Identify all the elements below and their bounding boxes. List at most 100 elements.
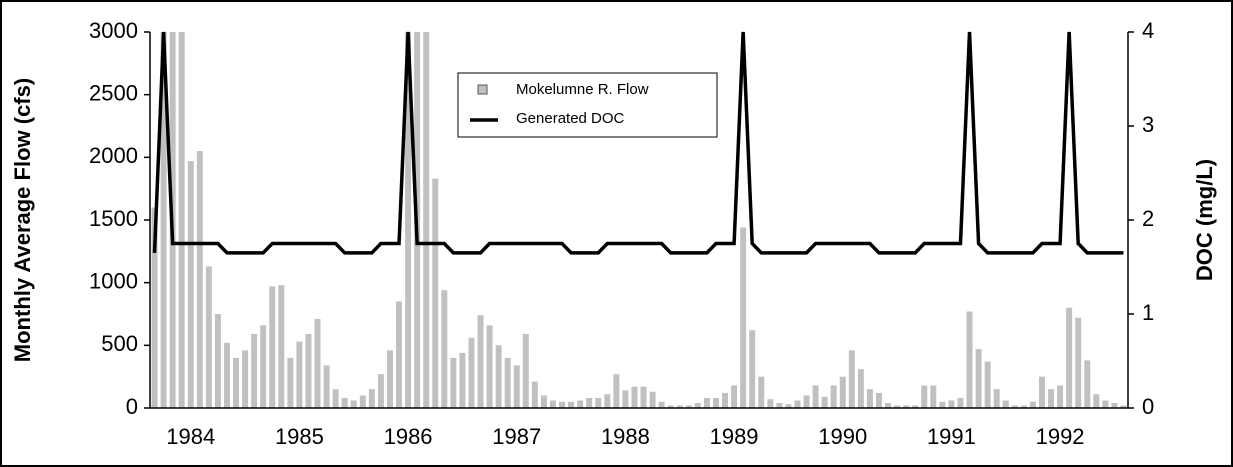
bar [812,385,819,408]
bar [196,151,203,409]
x-tick-label: 1984 [166,424,215,449]
bar [586,397,593,408]
bar [939,401,946,408]
y-tick-label: 2500 [89,80,138,105]
bar [966,311,973,408]
bar [930,385,937,408]
bar [839,376,846,408]
bar [875,392,882,408]
bar [676,405,683,408]
bar [1020,405,1027,408]
bar [604,394,611,408]
y2-tick-label: 1 [1142,300,1154,325]
bar [749,330,756,408]
bar [767,399,774,408]
bar [323,365,330,408]
bar [993,389,1000,408]
bar [278,285,285,408]
bar [332,389,339,408]
bar [522,334,529,408]
bar [1029,401,1036,408]
bar [1057,385,1064,408]
bar [477,315,484,408]
x-tick-label: 1987 [492,424,541,449]
y-tick-label: 0 [126,394,138,419]
x-tick-label: 1990 [818,424,867,449]
x-tick-label: 1989 [710,424,759,449]
y-tick-label: 500 [101,331,138,356]
bar [187,161,194,408]
bar [613,374,620,408]
bar [377,374,384,408]
bar [848,350,855,408]
y-tick-label: 1500 [89,206,138,231]
bar [160,32,167,408]
bar [821,396,828,408]
legend-label: Generated DOC [516,110,625,127]
bar [441,290,448,408]
bar [251,334,258,408]
bar [857,369,864,408]
bar [450,357,457,408]
y-axis-title: Monthly Average Flow (cfs) [10,78,35,362]
bar [703,397,710,408]
y2-tick-label: 2 [1142,206,1154,231]
bar [359,395,366,408]
y-tick-label: 1000 [89,268,138,293]
x-tick-label: 1988 [601,424,650,449]
bar [1048,389,1055,408]
bar [468,337,475,408]
bar [368,389,375,408]
bar [205,266,212,408]
bar [1093,394,1100,408]
bar [495,345,502,408]
bar [975,349,982,408]
bar [740,227,747,408]
bar [921,385,928,408]
x-tick-label: 1991 [927,424,976,449]
bar [577,400,584,408]
bar [894,405,901,408]
bar [803,395,810,408]
bar [568,401,575,408]
x-tick-label: 1985 [275,424,324,449]
bar [504,357,511,408]
bar [242,350,249,408]
bar [957,397,964,408]
bar [386,350,393,408]
bar [296,341,303,408]
bar [1084,360,1091,408]
bar [694,402,701,408]
bar [984,361,991,408]
bar [459,352,466,408]
bar [305,334,312,408]
legend-label: Mokelumne R. Flow [516,81,649,98]
y2-tick-label: 0 [1142,394,1154,419]
legend-swatch [477,84,488,95]
bar [866,389,873,408]
bar [631,386,638,408]
y2-tick-label: 4 [1142,18,1154,43]
bar [685,405,692,408]
bar [622,390,629,408]
bar [785,404,792,408]
bar [423,32,430,408]
bar [314,319,321,408]
bar [912,405,919,408]
bar [223,342,230,408]
bar [903,405,910,408]
bar [341,397,348,408]
bar [758,376,765,408]
bar [1111,402,1118,408]
bar [1075,317,1082,408]
bar [540,395,547,408]
bar [549,400,556,408]
bar [948,400,955,408]
bar [1011,405,1018,408]
bar [1002,400,1009,408]
bar [1102,400,1109,408]
bar [531,381,538,408]
x-tick-label: 1986 [384,424,433,449]
bar [794,400,801,408]
